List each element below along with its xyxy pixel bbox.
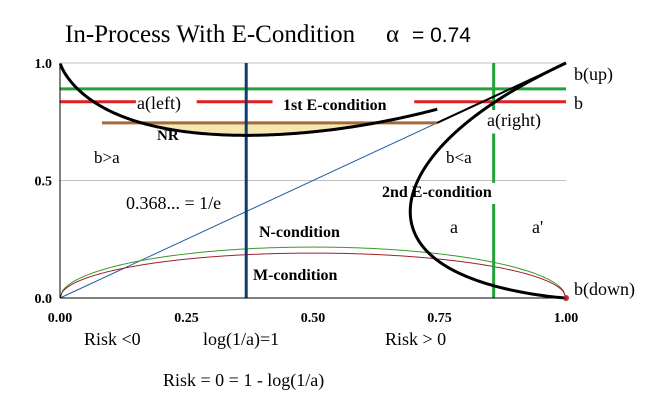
axes bbox=[59, 63, 566, 299]
label-b-down: b(down) bbox=[574, 279, 635, 300]
label-m-condition: M-condition bbox=[253, 267, 338, 284]
in-process-upper-link bbox=[436, 62, 567, 124]
note-risk-negative: Risk <0 bbox=[84, 329, 141, 349]
label-b-gt-a: b>a bbox=[94, 148, 120, 167]
tick-labels: 0.00 0.25 0.50 0.75 1.00 0.0 0.5 1.0 bbox=[35, 57, 579, 326]
m-condition-upper-arc bbox=[59, 246, 567, 299]
y-tick-label: 1.0 bbox=[35, 57, 53, 72]
y-tick-label: 0.5 bbox=[35, 175, 53, 190]
label-a-left: a(left) bbox=[137, 93, 181, 114]
title-alpha-symbol: α bbox=[386, 21, 399, 48]
label-b-lt-a: b<a bbox=[446, 148, 472, 167]
title-alpha-value: = 0.74 bbox=[412, 24, 471, 47]
label-first-e-condition: 1st E-condition bbox=[283, 97, 387, 114]
label-a-right: a(right) bbox=[487, 110, 541, 131]
x-tick-label: 0.50 bbox=[301, 311, 326, 326]
label-b: b bbox=[574, 93, 583, 113]
x-tick-label: 1.00 bbox=[554, 311, 579, 326]
bottom-notes: Risk <0 log(1/a)=1 Risk > 0 Risk = 0 = 1… bbox=[84, 329, 446, 391]
chart-title: In-Process With E-Condition α = 0.74 bbox=[65, 21, 471, 48]
x-tick-label: 0.25 bbox=[174, 311, 199, 326]
x-tick-label: 0.00 bbox=[48, 311, 73, 326]
in-process-left-arc bbox=[58, 63, 438, 137]
in-process-s-branch bbox=[408, 61, 567, 300]
x-tick-label: 0.75 bbox=[427, 311, 452, 326]
note-log-equation: log(1/a)=1 bbox=[203, 329, 279, 350]
label-a-prime: a' bbox=[532, 217, 543, 237]
label-nr: NR bbox=[157, 128, 179, 144]
y-tick-label: 0.0 bbox=[35, 292, 53, 307]
label-one-over-e: 0.368... = 1/e bbox=[126, 193, 221, 213]
label-n-condition: N-condition bbox=[259, 224, 340, 241]
title-main: In-Process With E-Condition bbox=[65, 21, 356, 48]
annotations: b(up) b b(down) a(left) 1st E-condition … bbox=[94, 64, 635, 300]
label-second-e-condition: 2nd E-condition bbox=[382, 184, 492, 201]
note-risk-zero: Risk = 0 = 1 - log(1/a) bbox=[163, 370, 324, 391]
reference-lines bbox=[60, 63, 566, 298]
note-risk-positive: Risk > 0 bbox=[385, 329, 446, 349]
label-a: a bbox=[450, 217, 458, 237]
m-condition-lower-arc bbox=[59, 252, 567, 299]
label-b-up: b(up) bbox=[574, 64, 613, 85]
